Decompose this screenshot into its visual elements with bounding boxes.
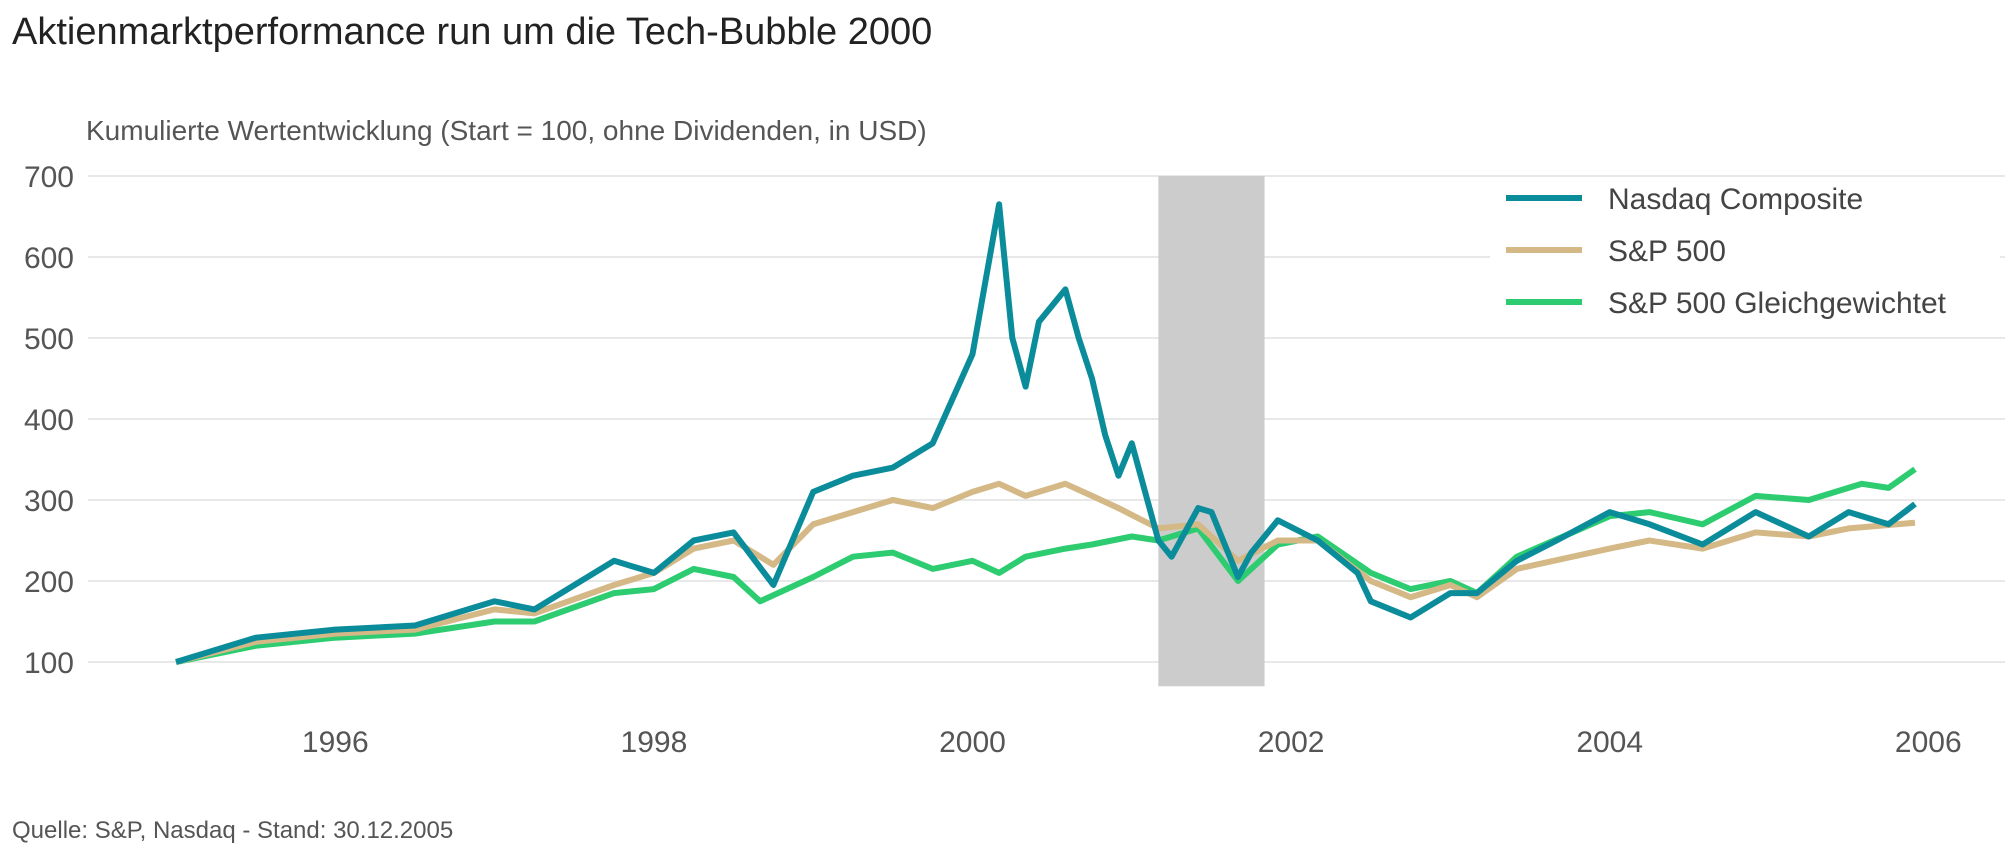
chart-caption: Quelle: S&P, Nasdaq - Stand: 30.12.2005: [12, 817, 453, 844]
chart-subtitle: Kumulierte Wertentwicklung (Start = 100,…: [86, 115, 927, 146]
series-lines: [175, 201, 1917, 665]
y-tick-label: 500: [24, 323, 74, 356]
y-tick-label: 300: [24, 485, 74, 518]
legend-label: S&P 500 Gleichgewichtet: [1608, 287, 1947, 320]
x-tick-label: 2006: [1895, 726, 1962, 759]
x-tick-label: 2000: [939, 726, 1006, 759]
y-tick-label: 600: [24, 242, 74, 275]
legend-background: [1490, 178, 2000, 258]
x-tick-label: 1996: [302, 726, 369, 759]
legend: Nasdaq Composite S&P 500 S&P 500 Gleichgew…: [1490, 178, 2000, 320]
x-tick-label: 2002: [1258, 726, 1325, 759]
x-tick-label: 1998: [621, 726, 688, 759]
y-axis: 100 200 300 400 500 600 700: [24, 161, 74, 680]
series-line-s-p-500: [175, 480, 1916, 665]
gridlines: [88, 175, 2005, 663]
legend-label: S&P 500: [1608, 235, 1726, 268]
y-tick-label: 400: [24, 404, 74, 437]
series-line-s-p-500-gleichgewichtet: [175, 466, 1917, 665]
x-tick-label: 2004: [1576, 726, 1643, 759]
chart-title: Aktienmarktperformance run um die Tech-B…: [12, 11, 932, 53]
shaded-region: [1158, 176, 1265, 687]
x-axis: 1996 1998 2000 2002 2004 2006: [302, 726, 1962, 759]
y-tick-label: 100: [24, 647, 74, 680]
series-line-nasdaq-composite: [175, 201, 1917, 665]
legend-label: Nasdaq Composite: [1608, 183, 1863, 216]
y-tick-label: 200: [24, 566, 74, 599]
y-tick-label: 700: [24, 161, 74, 194]
